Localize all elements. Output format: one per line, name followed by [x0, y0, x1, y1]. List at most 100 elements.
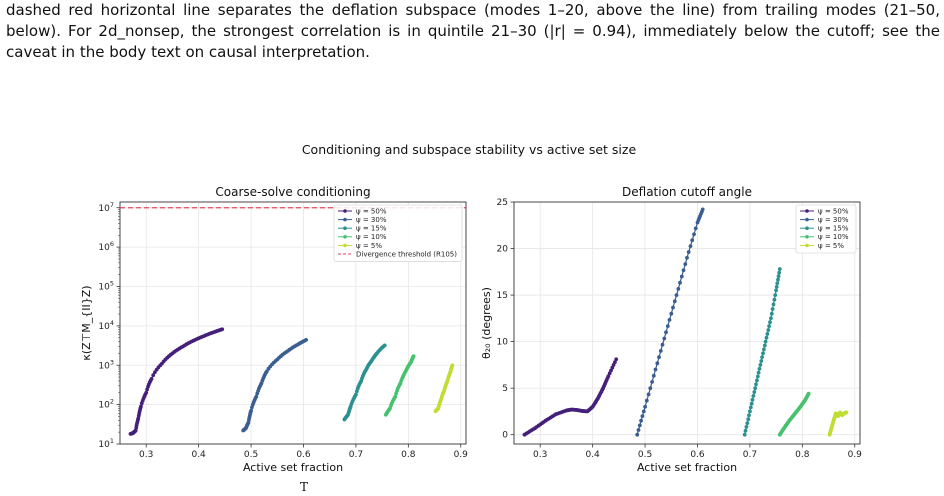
- legend: ψ = 50%ψ = 30%ψ = 15%ψ = 10%ψ = 5%Diverg…: [333, 204, 463, 262]
- data-point: [672, 299, 677, 304]
- data-point: [754, 382, 758, 387]
- data-point: [450, 363, 455, 368]
- x-tick-label: 0.9: [848, 450, 863, 460]
- data-point: [766, 328, 771, 332]
- data-point: [774, 285, 779, 289]
- data-point: [249, 408, 254, 413]
- data-point: [678, 280, 682, 285]
- legend-label: ψ = 50%: [818, 207, 849, 215]
- data-point: [685, 255, 689, 260]
- data-point: [761, 351, 765, 356]
- y-tick-label: 25: [497, 198, 508, 208]
- legend-label: ψ = 50%: [356, 207, 387, 215]
- x-tick-label: 0.4: [585, 450, 600, 460]
- data-point: [637, 423, 642, 428]
- data-point: [662, 336, 667, 341]
- data-point: [644, 398, 649, 403]
- data-point: [354, 392, 358, 397]
- y-tick-label: 5: [502, 384, 508, 394]
- x-tick-label: 0.3: [139, 450, 153, 460]
- data-point: [693, 226, 698, 231]
- data-point: [747, 413, 751, 418]
- data-point: [776, 274, 781, 279]
- data-point: [742, 432, 747, 437]
- data-point: [777, 270, 782, 275]
- y-tick-label: 0: [502, 431, 508, 441]
- data-point: [653, 367, 658, 372]
- x-tick-label: 0.6: [296, 450, 311, 460]
- data-point: [765, 332, 770, 336]
- data-point: [760, 355, 764, 359]
- x-tick-label: 0.4: [191, 450, 206, 460]
- data-point: [770, 307, 775, 311]
- data-point: [756, 370, 761, 375]
- data-point: [679, 274, 684, 279]
- data-point: [700, 207, 705, 212]
- data-point: [676, 287, 681, 291]
- data-point: [767, 324, 771, 328]
- plot-frame: [513, 201, 861, 445]
- y-axis-label: θ₂₀ (degrees): [480, 287, 493, 359]
- data-point: [686, 250, 691, 254]
- y-tick-label: 10: [497, 338, 509, 348]
- data-point: [635, 432, 640, 437]
- data-point: [149, 377, 154, 381]
- data-point: [752, 390, 757, 394]
- data-point: [658, 349, 663, 353]
- data-point: [748, 405, 753, 410]
- data-point: [757, 366, 762, 371]
- data-point: [641, 409, 646, 414]
- data-point: [664, 330, 668, 335]
- data-point: [758, 363, 763, 367]
- data-point: [636, 428, 641, 432]
- data-point: [614, 357, 619, 362]
- legend-box: [795, 204, 857, 254]
- data-point: [776, 277, 780, 282]
- data-point: [639, 418, 643, 423]
- x-tick-label: 0.5: [638, 450, 652, 460]
- y-tick-label: 107: [98, 201, 114, 214]
- data-point: [669, 311, 674, 316]
- caption-line-3: caveat in the body text on causal interp…: [6, 43, 370, 61]
- legend-marker: [805, 243, 809, 248]
- data-point: [151, 373, 156, 378]
- data-point: [690, 238, 695, 243]
- y-tick-label: 104: [98, 319, 114, 332]
- x-tick-label: 0.5: [244, 450, 258, 460]
- data-point: [144, 390, 149, 395]
- legend-box: [333, 204, 463, 262]
- x-tick-label: 0.8: [795, 450, 810, 460]
- figure-caption: dashed red horizontal line separates the…: [6, 0, 940, 63]
- data-point: [220, 327, 225, 332]
- data-point: [667, 318, 672, 322]
- data-point: [254, 394, 259, 399]
- legend-marker: [343, 209, 347, 213]
- y-tick-label: 102: [98, 398, 114, 411]
- data-point: [681, 268, 686, 273]
- y-tick-label: 20: [497, 245, 509, 255]
- data-point: [745, 421, 750, 425]
- y-tick-label: 105: [98, 280, 114, 293]
- plot-frame: [119, 201, 467, 445]
- data-point: [688, 244, 693, 249]
- x-tick-label: 0.6: [690, 450, 705, 460]
- data-point: [643, 404, 647, 409]
- legend-label: ψ = 15%: [818, 225, 849, 233]
- data-point: [683, 262, 688, 266]
- x-axis-label: Active set fraction: [637, 461, 737, 474]
- x-tick-label: 0.9: [454, 450, 469, 460]
- y-tick-label: 15: [497, 291, 508, 301]
- series-line: [242, 339, 307, 431]
- data-point: [674, 293, 679, 297]
- legend-label: ψ = 30%: [818, 216, 849, 224]
- data-point: [750, 397, 755, 402]
- data-point: [648, 386, 653, 391]
- data-point: [393, 394, 398, 399]
- legend-marker: [805, 226, 809, 230]
- legend-label: ψ = 15%: [356, 225, 387, 233]
- legend-marker: [343, 226, 347, 230]
- data-point: [665, 324, 670, 328]
- data-point: [759, 359, 764, 363]
- legend-label: ψ = 5%: [356, 242, 382, 250]
